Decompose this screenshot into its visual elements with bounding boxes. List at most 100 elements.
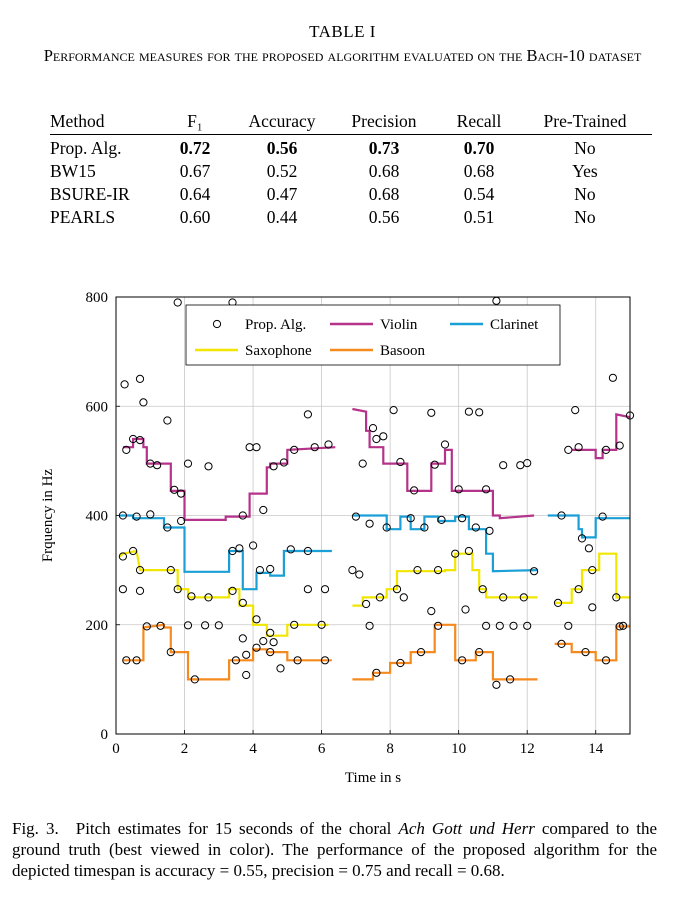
prop-alg-marker xyxy=(122,656,131,665)
prop-alg-marker xyxy=(362,599,371,609)
prop-alg-marker xyxy=(492,680,501,689)
prop-alg-marker xyxy=(269,462,278,471)
prop-alg-marker xyxy=(523,621,532,630)
prop-alg-marker xyxy=(266,628,275,637)
tick-layer: 0 2 4 6 8 10 12 14 0 200 400 600 800 xyxy=(86,290,604,757)
legend-label-basoon: Basoon xyxy=(380,343,426,359)
legend-box xyxy=(185,304,561,366)
cell-accuracy: 0.56 xyxy=(266,138,298,158)
prop-alg-marker xyxy=(290,445,299,454)
caption-choral-title: Ach Gott und Herr xyxy=(398,819,535,838)
series-line-violin xyxy=(122,437,336,521)
x-tick-label: 6 xyxy=(318,741,326,757)
table-row: PEARLS 0.60 0.44 0.56 0.51 No xyxy=(50,206,652,229)
prop-alg-marker xyxy=(571,406,580,415)
cell-pretrained: Yes xyxy=(572,161,598,181)
prop-alg-marker xyxy=(166,566,175,575)
prop-alg-marker xyxy=(120,380,129,389)
prop-alg-marker xyxy=(434,566,443,575)
prop-alg-marker xyxy=(406,514,415,523)
prop-alg-marker xyxy=(259,505,268,515)
series-line-saxophone xyxy=(352,552,538,607)
cell-method: Prop. Alg. xyxy=(50,138,122,158)
prop-alg-marker xyxy=(464,407,473,416)
prop-alg-marker xyxy=(506,675,515,684)
cell-f1: 0.72 xyxy=(179,138,211,158)
prop-alg-marker xyxy=(183,621,193,630)
prop-alg-marker xyxy=(619,621,628,630)
table-caption: Performance measures for the proposed al… xyxy=(43,46,642,65)
header-method: Method xyxy=(50,110,154,135)
prop-alg-marker xyxy=(242,670,251,680)
cell-pretrained: No xyxy=(574,207,596,227)
legend-label-prop-alg: Prop. Alg. xyxy=(245,317,306,333)
prop-alg-marker xyxy=(557,511,566,520)
prop-alg-marker xyxy=(252,615,261,624)
prop-alg-marker xyxy=(557,639,566,648)
prop-alg-marker xyxy=(129,546,138,556)
prop-alg-marker xyxy=(279,458,288,467)
y-tick-label: 600 xyxy=(86,399,109,415)
prop-alg-marker xyxy=(118,585,128,594)
header-accuracy: Accuracy xyxy=(236,110,328,135)
prop-alg-marker xyxy=(132,512,141,521)
cell-pretrained: No xyxy=(574,138,596,158)
prop-alg-marker xyxy=(601,445,611,454)
series-line-clarinet xyxy=(352,514,538,573)
prop-alg-marker xyxy=(485,526,494,535)
prop-alg-marker xyxy=(427,607,436,616)
cell-accuracy: 0.47 xyxy=(266,184,298,204)
prop-alg-marker xyxy=(389,406,398,415)
prop-alg-marker xyxy=(564,445,573,454)
x-tick-label: 2 xyxy=(181,741,189,757)
y-tick-label: 800 xyxy=(86,290,109,306)
prop-alg-marker xyxy=(482,485,491,494)
cell-recall: 0.68 xyxy=(463,161,495,181)
prop-alg-marker xyxy=(146,510,155,519)
prop-alg-marker xyxy=(228,546,237,556)
prop-alg-marker xyxy=(142,622,151,631)
prop-alg-marker xyxy=(235,544,244,553)
prop-alg-marker xyxy=(368,424,378,433)
prop-alg-marker xyxy=(458,656,467,665)
marker-layer xyxy=(118,296,635,689)
prop-alg-marker xyxy=(382,523,391,532)
series-line-violin xyxy=(571,413,631,460)
prop-alg-marker xyxy=(379,432,388,441)
prop-alg-marker xyxy=(430,460,439,469)
prop-alg-marker xyxy=(276,664,285,673)
prop-alg-marker xyxy=(173,585,182,594)
prop-alg-marker xyxy=(163,416,172,425)
prop-alg-marker xyxy=(156,621,165,630)
prop-alg-marker xyxy=(492,296,501,305)
prop-alg-marker xyxy=(372,434,381,444)
prop-alg-marker xyxy=(310,443,319,452)
prop-alg-marker xyxy=(598,512,607,521)
prop-alg-marker xyxy=(231,656,240,665)
prop-alg-marker xyxy=(320,585,330,594)
prop-alg-marker xyxy=(266,564,275,574)
cell-f1: 0.64 xyxy=(179,184,211,204)
y-axis-label: Frquency in Hz xyxy=(40,469,56,563)
cell-method: PEARLS xyxy=(50,207,116,227)
prop-alg-marker xyxy=(238,511,247,520)
prop-alg-marker xyxy=(204,462,213,471)
prop-alg-marker xyxy=(375,593,384,602)
prop-alg-marker xyxy=(177,516,186,526)
prop-alg-marker xyxy=(118,552,128,561)
prop-alg-marker xyxy=(396,457,405,467)
prop-alg-marker xyxy=(317,620,326,629)
cell-f1: 0.60 xyxy=(179,207,211,227)
prop-alg-marker xyxy=(601,656,611,665)
prop-alg-marker xyxy=(475,408,484,417)
prop-alg-marker xyxy=(519,593,528,602)
prop-alg-marker xyxy=(478,585,487,594)
prop-alg-marker xyxy=(475,648,484,657)
prop-alg-marker xyxy=(588,603,597,612)
chart-legend: Prop. Alg. Violin Clarinet Saxophone Bas… xyxy=(185,304,561,366)
cell-f1: 0.67 xyxy=(179,161,211,181)
prop-alg-marker xyxy=(173,298,182,307)
series-line-basoon xyxy=(352,623,538,681)
prop-alg-marker xyxy=(320,656,330,665)
x-tick-label: 12 xyxy=(520,741,535,757)
